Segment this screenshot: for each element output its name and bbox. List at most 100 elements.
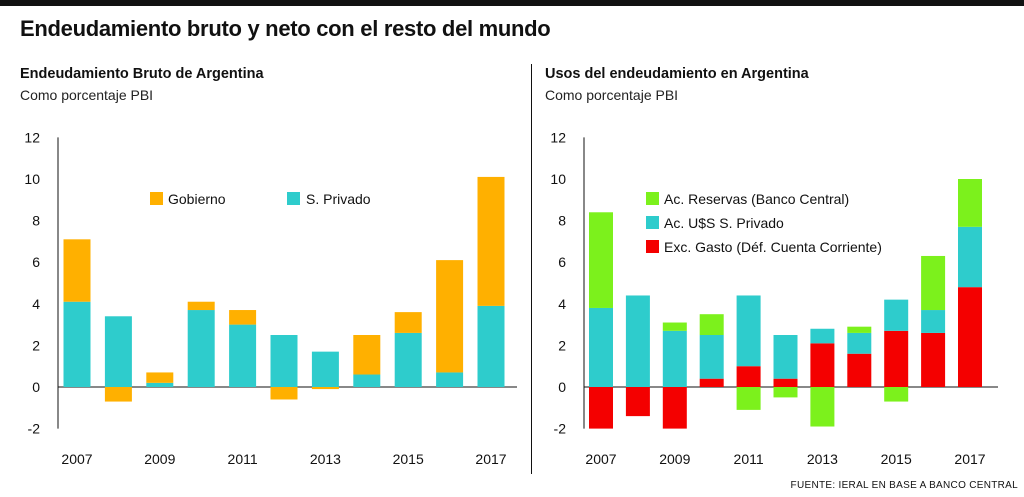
- right-bar-2008-series-0: [625, 387, 650, 417]
- right-legend-label: Ac. Reservas (Banco Central): [664, 191, 849, 207]
- right-bar-2014-series-2: [847, 326, 872, 333]
- left-bar-2017-series-0: [477, 305, 505, 387]
- right-bar-2016-series-0: [921, 332, 946, 387]
- left-x-tick-label: 2017: [475, 451, 506, 467]
- right-chart-title: Usos del endeudamiento en Argentina: [545, 66, 809, 82]
- right-bar-2007-series-2: [589, 212, 613, 308]
- left-bar-2009-series-0: [146, 382, 174, 387]
- left-y-tick-label: -2: [28, 421, 41, 437]
- right-y-tick-label: 2: [558, 337, 566, 353]
- right-bar-2016-series-2: [921, 255, 946, 311]
- right-bar-2012-series-1: [773, 335, 798, 379]
- left-bar-2015-series-0: [394, 332, 422, 387]
- right-bar-2015-series-0: [884, 330, 909, 387]
- right-bar-2009-series-0: [662, 387, 687, 429]
- right-bar-2013-series-1: [810, 328, 835, 344]
- right-y-tick-label: 0: [558, 379, 566, 395]
- right-legend-label: Ac. U$S S. Privado: [664, 215, 784, 231]
- left-bar-2008-series-1: [104, 387, 132, 402]
- right-bar-2017-series-0: [958, 287, 982, 387]
- right-bar-2014-series-0: [847, 353, 872, 387]
- left-bar-2007-series-0: [63, 301, 91, 387]
- left-bar-2013-series-1: [311, 387, 339, 390]
- right-bar-2012-series-2: [773, 387, 798, 398]
- right-legend-swatch: [646, 240, 659, 253]
- right-bar-2014-series-1: [847, 332, 872, 354]
- left-y-tick-label: 12: [24, 129, 40, 145]
- right-bar-2017-series-1: [958, 226, 982, 288]
- right-bar-2016-series-1: [921, 310, 946, 333]
- right-bar-2011-series-1: [736, 295, 761, 367]
- left-bar-2010-series-0: [187, 310, 215, 387]
- left-bar-2014-series-1: [353, 335, 381, 375]
- left-bar-2012-series-1: [270, 387, 298, 400]
- right-bar-2010-series-0: [699, 378, 724, 387]
- page-title: Endeudamiento bruto y neto con el resto …: [20, 16, 551, 41]
- right-bar-2011-series-2: [736, 387, 761, 410]
- left-bar-2016-series-0: [436, 372, 464, 387]
- left-x-tick-label: 2009: [144, 451, 175, 467]
- right-x-tick-label: 2009: [659, 451, 690, 467]
- left-y-tick-label: 4: [32, 296, 40, 312]
- left-x-tick-label: 2013: [310, 451, 341, 467]
- right-bar-2007-series-0: [589, 387, 613, 429]
- left-legend-label: S. Privado: [306, 191, 371, 207]
- left-bar-2011-series-0: [229, 324, 257, 387]
- left-chart-subtitle: Como porcentaje PBI: [20, 87, 154, 103]
- left-x-tick-label: 2007: [61, 451, 92, 467]
- left-legend-swatch: [150, 192, 163, 205]
- right-bar-2009-series-2: [662, 322, 687, 331]
- left-y-tick-label: 10: [24, 171, 40, 187]
- left-bar-2016-series-1: [436, 260, 464, 373]
- left-bar-2015-series-1: [394, 312, 422, 333]
- right-bar-2010-series-2: [699, 314, 724, 335]
- left-bar-2009-series-1: [146, 372, 174, 383]
- right-bar-2007-series-1: [589, 307, 613, 387]
- right-bar-2013-series-0: [810, 343, 835, 387]
- left-legend-swatch: [287, 192, 300, 205]
- right-y-tick-label: -2: [554, 421, 567, 437]
- right-x-tick-label: 2011: [734, 451, 764, 467]
- left-y-tick-label: 8: [32, 213, 40, 229]
- right-y-tick-label: 4: [558, 296, 566, 312]
- left-legend-label: Gobierno: [168, 191, 226, 207]
- right-bar-2015-series-2: [884, 387, 909, 402]
- right-bar-2009-series-1: [662, 330, 687, 387]
- right-bar-2013-series-2: [810, 387, 835, 427]
- right-bar-2012-series-0: [773, 378, 798, 387]
- right-y-tick-label: 10: [550, 171, 566, 187]
- right-bar-2015-series-1: [884, 299, 909, 331]
- left-bar-2014-series-0: [353, 374, 381, 387]
- left-bar-2013-series-0: [311, 351, 339, 387]
- right-legend-label: Exc. Gasto (Déf. Cuenta Corriente): [664, 239, 882, 255]
- left-bar-2007-series-1: [63, 239, 91, 302]
- left-bar-2010-series-1: [187, 301, 215, 311]
- left-y-tick-label: 6: [32, 254, 40, 270]
- left-x-tick-label: 2011: [228, 451, 258, 467]
- source-note: FUENTE: IERAL EN BASE A BANCO CENTRAL: [790, 480, 1018, 491]
- right-x-tick-label: 2007: [585, 451, 616, 467]
- right-x-tick-label: 2013: [807, 451, 838, 467]
- right-y-tick-label: 8: [558, 213, 566, 229]
- right-legend-swatch: [646, 216, 659, 229]
- panel-divider: [531, 64, 532, 474]
- left-x-tick-label: 2015: [393, 451, 424, 467]
- right-x-tick-label: 2015: [881, 451, 912, 467]
- left-y-tick-label: 2: [32, 337, 40, 353]
- left-bar-2011-series-1: [229, 310, 257, 325]
- left-bar-2008-series-0: [104, 316, 132, 387]
- right-bar-2010-series-1: [699, 335, 724, 379]
- top-rule: [0, 0, 1024, 6]
- right-bar-2011-series-0: [736, 366, 761, 387]
- right-bar-2017-series-2: [958, 179, 982, 227]
- left-y-tick-label: 0: [32, 379, 40, 395]
- right-y-tick-label: 6: [558, 254, 566, 270]
- left-chart-title: Endeudamiento Bruto de Argentina: [20, 66, 264, 82]
- left-bar-2017-series-1: [477, 176, 505, 306]
- left-bar-2012-series-0: [270, 335, 298, 387]
- right-bar-2008-series-1: [625, 295, 650, 387]
- right-y-tick-label: 12: [550, 129, 566, 145]
- right-x-tick-label: 2017: [954, 451, 985, 467]
- right-chart-subtitle: Como porcentaje PBI: [545, 87, 679, 103]
